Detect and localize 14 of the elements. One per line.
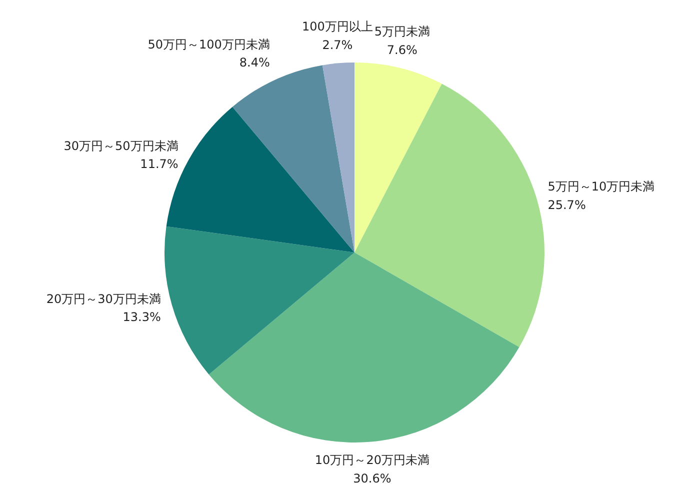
slice-label: 50万円～100万円未満 [148,38,270,52]
slice-label: 5万円未満 [374,24,430,39]
slice-label: 10万円～20万円未満 [314,453,430,468]
data-label: 11.7% [140,157,178,172]
slice-label: 30万円～50万円未満 [64,138,178,153]
slice-label: 5万円～10万円未満 [548,180,655,194]
data-label: 13.3% [122,310,161,324]
data-label: 8.4% [239,56,270,70]
data-label: 2.7% [322,38,353,52]
slice-label: 100万円以上 [302,20,373,34]
data-label: 7.6% [386,42,418,57]
data-label: 25.7% [548,198,586,212]
slice-label: 20万円～30万円未満 [46,292,161,306]
data-label: 30.6% [353,471,392,486]
